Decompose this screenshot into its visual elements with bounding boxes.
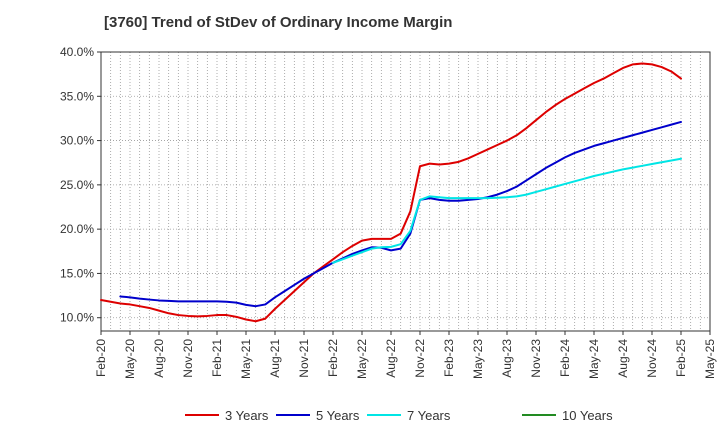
y-axis-ticks: 10.0% 15.0% 20.0% 25.0% 30.0% 35.0% 40.0% [60,45,101,325]
x-tick-label: May-21 [239,339,253,379]
x-tick-label: Aug-21 [268,339,282,378]
series-lines [100,62,682,323]
plot-border [100,51,711,332]
x-tick-label: Aug-22 [384,339,398,378]
x-tick-label: May-24 [587,339,601,379]
grid-lines [100,51,711,331]
x-tick-label: Nov-24 [645,339,659,378]
x-tick-label: Feb-23 [442,339,456,377]
x-tick-label: May-23 [471,339,485,379]
y-tick-label: 35.0% [60,89,94,103]
x-tick-label: Nov-22 [413,339,427,378]
y-tick-label: 20.0% [60,222,94,236]
x-tick-label: Aug-23 [500,339,514,378]
x-tick-label: Aug-20 [152,339,166,378]
legend-label-7-years: 7 Years [407,408,451,423]
y-tick-label: 40.0% [60,45,94,59]
x-tick-label: May-25 [703,339,717,379]
x-tick-label: Nov-23 [529,339,543,378]
legend-label-5-years: 5 Years [316,408,360,423]
legend-label-10-years: 10 Years [562,408,613,423]
x-tick-label: Feb-22 [326,339,340,377]
x-tick-label: Aug-24 [616,339,630,378]
y-tick-label: 25.0% [60,178,94,192]
x-tick-label: Feb-20 [94,339,108,377]
plot-frame [100,51,711,332]
series-line-3-years [100,62,682,323]
series-line-7-years [332,157,682,264]
chart-title: [3760] Trend of StDev of Ordinary Income… [104,14,453,31]
x-tick-label: May-20 [123,339,137,379]
x-tick-label: Feb-25 [674,339,688,377]
x-tick-label: May-22 [355,339,369,379]
x-tick-label: Feb-24 [558,339,572,377]
legend-label-3-years: 3 Years [225,408,269,423]
x-axis-ticks: Feb-20 May-20 Aug-20 Nov-20 Feb-21 May-21 Aug-… [94,331,717,379]
x-tick-label: Feb-21 [210,339,224,377]
y-tick-label: 30.0% [60,134,94,148]
y-tick-label: 15.0% [60,266,94,280]
legend: 3 Years 5 Years 7 Years 10 Years [185,408,613,423]
x-tick-label: Nov-21 [297,339,311,378]
y-tick-label: 10.0% [60,311,94,325]
series-line-5-years [119,120,682,308]
x-tick-label: Nov-20 [181,339,195,378]
